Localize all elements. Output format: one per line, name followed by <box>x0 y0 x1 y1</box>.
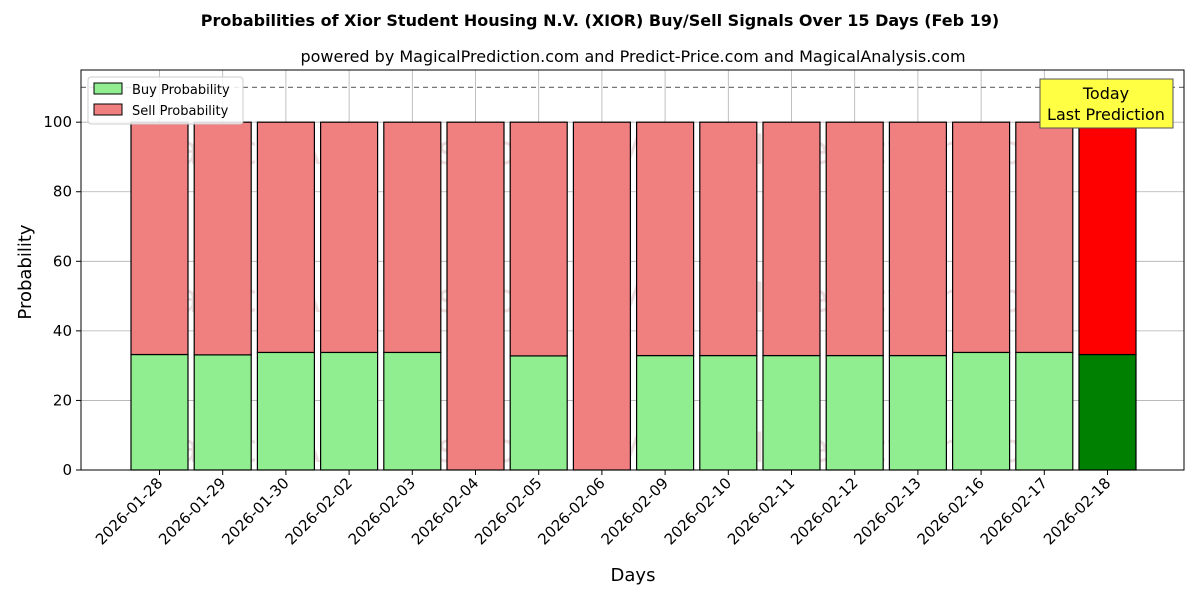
sell-bar <box>383 121 442 354</box>
x-tick-label: 2026-02-17 <box>977 474 1051 548</box>
buy-bar <box>888 354 948 471</box>
x-tick-label: 2026-02-06 <box>534 474 608 548</box>
sell-bar <box>1078 121 1137 356</box>
chart-title: Probabilities of Xior Student Housing N.… <box>201 11 1000 30</box>
buy-bar <box>383 351 442 471</box>
legend-box <box>87 76 244 125</box>
sell-bar <box>888 121 948 357</box>
x-tick-label: 2026-01-29 <box>155 474 229 548</box>
y-tick-label: 20 <box>53 391 72 409</box>
today-annotation-box <box>1039 78 1174 129</box>
sell-bar <box>762 121 821 357</box>
y-tick-label: 0 <box>62 461 72 479</box>
sell-bar <box>193 121 252 356</box>
sell-bar <box>509 121 568 357</box>
y-axis: 0 20 40 60 80 100 <box>43 113 81 479</box>
x-tick-label: 2026-02-13 <box>850 474 924 548</box>
sell-bar <box>130 121 189 356</box>
x-tick-label: 2026-02-18 <box>1040 474 1114 548</box>
y-tick-label: 60 <box>53 252 72 270</box>
x-tick-label: 2026-02-09 <box>598 474 672 548</box>
sell-bar <box>320 121 379 354</box>
x-tick-label: 2026-02-10 <box>661 474 735 548</box>
buy-bar <box>635 354 695 471</box>
x-tick-label: 2026-02-11 <box>724 474 798 548</box>
y-tick-label: 100 <box>43 113 72 131</box>
sell-bar <box>951 121 1011 354</box>
sell-bar <box>825 121 884 357</box>
today-annotation-line-1: Today <box>1082 84 1129 103</box>
x-tick-label: 2026-02-02 <box>282 474 356 548</box>
today-annotation-line-2: Last Prediction <box>1047 105 1165 124</box>
buy-bar <box>256 351 315 471</box>
sell-bar <box>1015 121 1074 354</box>
x-tick-label: 2026-02-12 <box>787 474 861 548</box>
x-tick-label: 2026-02-04 <box>408 474 482 548</box>
chart-subtitle: powered by MagicalPrediction.com and Pre… <box>300 47 965 66</box>
x-axis-label: Days <box>611 565 656 586</box>
legend-swatch-buy <box>93 82 123 95</box>
x-tick-label: 2026-02-03 <box>345 474 419 548</box>
buy-bar <box>509 355 568 471</box>
buy-bar <box>320 351 379 471</box>
today-annotation: Today Last Prediction <box>1039 78 1174 129</box>
y-tick-label: 40 <box>53 322 72 340</box>
y-tick-label: 80 <box>53 183 72 201</box>
buy-bar <box>825 354 884 471</box>
sell-bar <box>572 121 632 471</box>
x-tick-label: 2026-02-16 <box>914 474 988 548</box>
legend-label-sell: Sell Probability <box>132 104 229 119</box>
buy-bar <box>130 353 189 471</box>
bars <box>130 121 1137 471</box>
sell-bar <box>699 121 758 357</box>
sell-bar <box>446 121 505 471</box>
x-axis: 2026-01-282026-01-292026-01-302026-02-02… <box>92 470 1114 548</box>
sell-bar <box>256 121 315 354</box>
buy-bar <box>1015 351 1074 471</box>
x-tick-label: 2026-01-28 <box>92 474 166 548</box>
sell-bar <box>635 121 695 357</box>
buy-bar <box>762 354 821 471</box>
buy-bar <box>699 354 758 471</box>
buy-bar <box>1078 353 1137 471</box>
buy-bar <box>951 351 1011 471</box>
x-tick-label: 2026-01-30 <box>218 474 292 548</box>
plot-frame <box>80 69 1185 471</box>
legend-label-buy: Buy Probability <box>132 83 230 98</box>
legend: Buy Probability Sell Probability <box>87 76 244 125</box>
legend-swatch-sell <box>93 103 123 116</box>
x-tick-label: 2026-02-05 <box>471 474 545 548</box>
y-axis-label: Probability <box>15 224 36 319</box>
buy-bar <box>193 354 252 471</box>
